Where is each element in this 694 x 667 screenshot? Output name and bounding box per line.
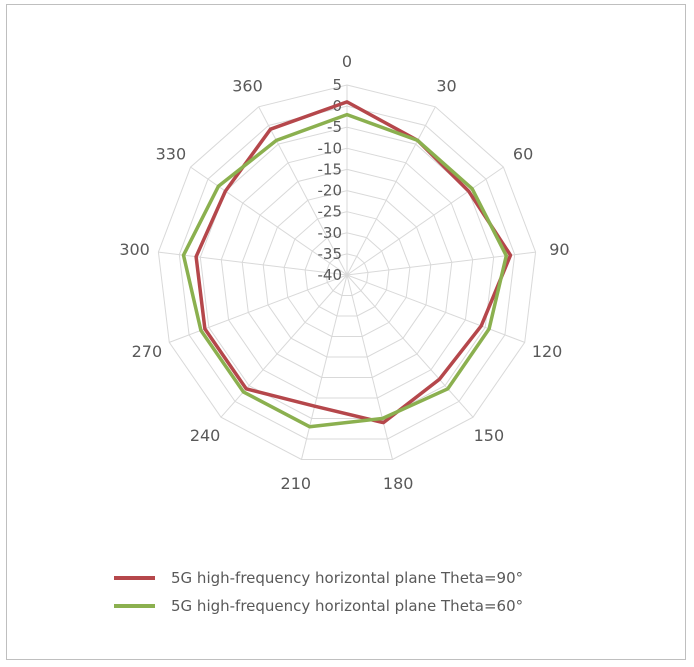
category-label: 240 [190,426,221,445]
grid-spoke [346,251,536,276]
category-label: 60 [513,144,533,163]
grid-ring [262,190,432,358]
grid-ring [157,84,537,460]
grid-spoke [346,274,474,418]
grid-spoke [220,274,348,418]
series-line [194,100,513,425]
grid-spoke [169,274,348,343]
grid-spoke [258,106,348,276]
category-label: 210 [281,474,312,493]
grid-spoke [346,274,393,460]
category-label: 150 [474,426,505,445]
grid-ring [241,168,453,378]
grid-ring [283,211,411,337]
radial-tick-label: 5 [332,76,342,94]
category-label: 270 [132,342,163,361]
radar-grid [157,84,537,460]
category-label: 330 [156,144,187,163]
grid-ring [304,232,390,317]
category-label: 90 [549,240,569,259]
radial-tick-label: -5 [327,118,342,136]
series-line [181,112,509,429]
radial-tick-label: -30 [318,224,343,242]
legend: 5G high-frequency horizontal plane Theta… [114,569,523,615]
category-label: 120 [532,342,563,361]
category-label: 30 [436,77,456,96]
radial-tick-label: -35 [318,245,343,263]
radial-tick-label: -25 [318,203,343,221]
radial-tick-label: -40 [318,266,343,284]
grid-spoke [301,274,348,460]
legend-label: 5G high-frequency horizontal plane Theta… [171,597,523,615]
grid-spoke [158,251,348,276]
grid-spoke [346,274,525,343]
radial-tick-label: -10 [318,139,343,157]
radial-tick-label: -20 [318,182,343,200]
grid-spoke [346,166,504,276]
category-label: 300 [119,240,150,259]
grid-ring [325,253,369,296]
grid-spoke [346,106,436,276]
category-label: 180 [383,474,414,493]
radial-tick-label: -15 [318,160,343,178]
grid-spoke [190,166,348,276]
grid-ring [178,105,516,440]
category-labels: 0 30 60 90 120 150 180 210 240 270 300 330 360 [119,52,569,493]
category-label: 0 [342,52,352,71]
category-label: 360 [232,77,263,96]
series-lines [181,100,513,429]
legend-label: 5G high-frequency horizontal plane Theta… [171,569,523,587]
grid-ring [220,147,474,399]
